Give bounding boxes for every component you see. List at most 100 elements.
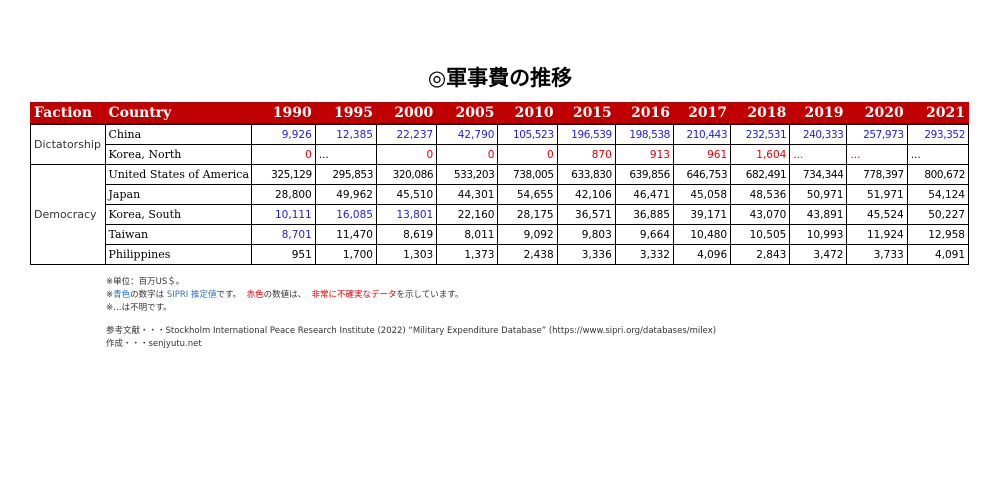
- value-cell: 870: [557, 144, 616, 165]
- header-year: 2000: [375, 102, 438, 125]
- country-cell: Japan: [105, 184, 253, 205]
- table-row: Korea, South 10,111 16,085 13,801 22,160 28,1…: [31, 204, 970, 225]
- value-cell: 0: [376, 144, 438, 165]
- table-row: Democracy United States of America 325,129…: [30, 164, 970, 265]
- page-title: ◎軍事費の推移: [427, 66, 573, 90]
- header-year: 2010: [497, 102, 558, 125]
- header-year: 2019: [789, 102, 848, 125]
- value-cell: 39,171: [673, 204, 732, 225]
- value-cell: 961: [673, 144, 732, 165]
- note-unit: ※単位：百万US＄。: [106, 277, 185, 287]
- header-year: 2017: [672, 102, 732, 125]
- value-cell: 22,160: [436, 204, 499, 225]
- value-cell: 3,733: [846, 244, 908, 265]
- value-cell: 3,332: [615, 244, 674, 265]
- note-text: です。: [216, 290, 242, 300]
- faction-cell: Dictatorship: [30, 124, 106, 165]
- value-cell: 951: [251, 244, 316, 265]
- header-year: 2020: [846, 102, 908, 125]
- value-cell: 2,843: [730, 244, 791, 265]
- value-cell: 12,385: [315, 124, 377, 145]
- table-body: Dictatorship China 9,926 12,385 22,237 42,790…: [30, 124, 970, 265]
- value-cell: 43,891: [789, 204, 848, 225]
- header-year: 1995: [314, 102, 377, 125]
- value-cell: ...: [846, 144, 908, 165]
- value-cell: 46,471: [615, 184, 674, 205]
- note-colors: ※青色の数字は SIPRI 推定値です。 赤色の数値は、 非常に不確実なデータを…: [106, 289, 716, 302]
- value-cell: 295,853: [315, 164, 377, 185]
- value-cell: 43,070: [730, 204, 791, 225]
- value-cell: 13,801: [376, 204, 438, 225]
- value-cell: 11,470: [315, 224, 377, 245]
- value-cell: ...: [907, 144, 970, 165]
- value-cell: 293,352: [907, 124, 970, 145]
- value-cell: 45,524: [846, 204, 908, 225]
- value-cell: 45,510: [376, 184, 438, 205]
- value-cell: 9,664: [615, 224, 674, 245]
- value-cell: 8,011: [436, 224, 499, 245]
- value-cell: ...: [315, 144, 377, 165]
- table-row: Japan 28,800 49,962 45,510 44,301 54,655 42,10…: [31, 184, 970, 205]
- table-row: Dictatorship China 9,926 12,385 22,237 42,790…: [30, 124, 970, 165]
- header-year: 2015: [556, 102, 616, 125]
- value-cell: 49,962: [315, 184, 377, 205]
- country-cell: Korea, North: [105, 144, 253, 165]
- value-cell: 1,373: [436, 244, 499, 265]
- header-year: 2005: [436, 102, 499, 125]
- header-year: 2021: [906, 102, 970, 125]
- value-cell: 738,005: [497, 164, 558, 185]
- note-text: ※: [106, 290, 114, 300]
- note-unknown: ※…は不明です。: [106, 303, 172, 313]
- value-cell: 11,924: [846, 224, 908, 245]
- country-cell: Taiwan: [105, 224, 253, 245]
- value-cell: 1,604: [730, 144, 791, 165]
- value-cell: 198,538: [615, 124, 674, 145]
- value-cell: 28,175: [497, 204, 558, 225]
- value-cell: 1,700: [315, 244, 377, 265]
- value-cell: ...: [789, 144, 848, 165]
- value-cell: 533,203: [436, 164, 499, 185]
- value-cell: 800,672: [907, 164, 970, 185]
- header-country: Country: [104, 102, 253, 125]
- value-cell: 44,301: [436, 184, 499, 205]
- note-sipri-label: SIPRI 推定値: [166, 290, 217, 300]
- value-cell: 12,958: [907, 224, 970, 245]
- value-cell: 9,926: [251, 124, 316, 145]
- value-cell: 196,539: [557, 124, 616, 145]
- value-cell: 4,091: [907, 244, 970, 265]
- value-cell: 54,124: [907, 184, 970, 205]
- value-cell: 9,803: [557, 224, 616, 245]
- note-unreliable-label: 非常に不確実なデータ: [311, 290, 397, 300]
- value-cell: 734,344: [789, 164, 848, 185]
- value-cell: 232,531: [730, 124, 791, 145]
- value-cell: 50,227: [907, 204, 970, 225]
- value-cell: 42,106: [557, 184, 616, 205]
- value-cell: 639,856: [615, 164, 674, 185]
- header-year: 2016: [614, 102, 674, 125]
- value-cell: 105,523: [497, 124, 558, 145]
- value-cell: 320,086: [376, 164, 438, 185]
- header-faction: Faction: [30, 102, 106, 125]
- value-cell: 42,790: [436, 124, 499, 145]
- value-cell: 10,993: [789, 224, 848, 245]
- value-cell: 325,129: [251, 164, 316, 185]
- value-cell: 9,092: [497, 224, 558, 245]
- value-cell: 22,237: [376, 124, 438, 145]
- value-cell: 54,655: [497, 184, 558, 205]
- country-cell: Philippines: [105, 244, 253, 265]
- value-cell: 28,800: [251, 184, 316, 205]
- value-cell: 240,333: [789, 124, 848, 145]
- value-cell: 48,536: [730, 184, 791, 205]
- note-text: を示しています。: [396, 290, 464, 300]
- value-cell: 682,491: [730, 164, 791, 185]
- notes: ※単位：百万US＄。 ※青色の数字は SIPRI 推定値です。 赤色の数値は、 …: [106, 276, 716, 351]
- value-cell: 1,303: [376, 244, 438, 265]
- value-cell: 778,397: [846, 164, 908, 185]
- value-cell: 210,443: [673, 124, 732, 145]
- note-text: の数字は: [130, 290, 167, 300]
- header-year: 1990: [251, 102, 316, 125]
- value-cell: 16,085: [315, 204, 377, 225]
- value-cell: 633,830: [557, 164, 616, 185]
- country-cell: Korea, South: [105, 204, 253, 225]
- header-row: Faction Country 1990 1995 2000 2005 2010…: [30, 102, 970, 125]
